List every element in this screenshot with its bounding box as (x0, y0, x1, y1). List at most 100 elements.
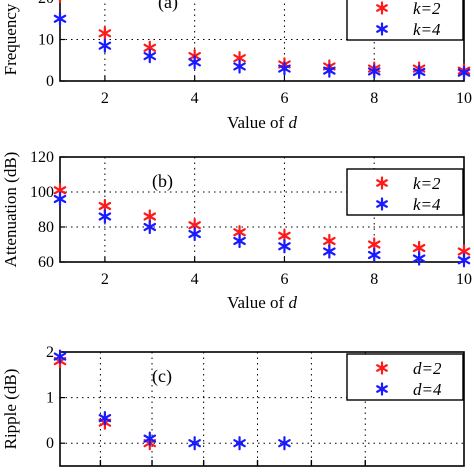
marker-stroke (233, 62, 246, 71)
marker-stroke (412, 243, 426, 253)
marker-stroke (367, 250, 381, 260)
legend: k=2k=4 (346, 0, 464, 41)
legend-box (346, 168, 464, 216)
marker-stroke (188, 58, 201, 67)
marker-stroke (188, 439, 201, 448)
data-point-blue (233, 233, 246, 249)
marker-stroke (457, 256, 471, 265)
data-point-blue (412, 64, 426, 79)
legend: d=2d=4 (346, 353, 464, 401)
marker-stroke (278, 231, 291, 240)
legend-marker (376, 176, 388, 190)
marker-stroke (233, 236, 246, 246)
marker-stroke (98, 29, 112, 38)
data-point-blue (367, 64, 381, 79)
y-tick-label: 10 (38, 32, 54, 49)
data-point-blue (53, 349, 67, 364)
data-point-blue (188, 55, 201, 70)
marker-stroke (98, 414, 112, 423)
marker-stroke (323, 236, 336, 246)
marker-stroke (412, 67, 426, 76)
y-tick-label: 1 (46, 390, 54, 407)
marker-stroke (143, 51, 157, 61)
marker-stroke (143, 212, 157, 221)
panel-label: (c) (152, 366, 172, 387)
data-point-blue (323, 244, 336, 259)
x-axis-title: Value of d (227, 113, 297, 132)
legend-marker (376, 22, 388, 36)
x-tick-label: 4 (191, 271, 199, 288)
marker-stroke (53, 352, 67, 361)
y-axis-title: Frequency (1, 3, 20, 75)
marker-stroke (53, 186, 67, 195)
y-tick-label: 120 (30, 149, 54, 166)
marker-stroke (98, 41, 112, 50)
data-points (53, 183, 471, 268)
data-point-blue (278, 436, 291, 451)
y-tick-label: 80 (38, 219, 54, 236)
marker-stroke (367, 67, 381, 76)
y-tick-label: 2 (46, 344, 54, 361)
data-point-blue (367, 247, 381, 263)
marker-stroke (367, 240, 381, 249)
data-point-red (98, 26, 112, 41)
legend-marker (376, 382, 388, 396)
data-points (53, 349, 291, 451)
data-point-blue (278, 61, 291, 76)
y-tick-label: 60 (38, 254, 54, 271)
chart-panel-2: 2 4 6 8 10 60 80 100 120 Value of d Attenuation (d… (1, 149, 472, 312)
marker-stroke (188, 221, 201, 230)
marker-stroke (278, 242, 291, 251)
y-tick-label: 20 (38, 0, 54, 7)
data-points (53, 0, 471, 80)
marker-stroke (376, 4, 388, 12)
legend-label: k=4 (413, 20, 441, 39)
y-tick-label: 0 (46, 73, 54, 90)
marker-stroke (376, 179, 388, 187)
marker-stroke (323, 66, 336, 75)
marker-stroke (143, 222, 157, 232)
marker-stroke (278, 439, 291, 448)
axis-title-text: Value of (227, 293, 288, 312)
panel-label: (b) (152, 171, 173, 192)
plot-frame (59, 351, 465, 467)
marker-stroke (233, 54, 246, 63)
data-point-blue (143, 219, 157, 235)
legend-label: k=2 (413, 0, 441, 18)
data-point-blue (98, 411, 112, 426)
data-point-blue (412, 251, 426, 266)
x-tick-label: 2 (101, 90, 109, 107)
x-axis-title: Value of d (227, 293, 297, 312)
marker-stroke (98, 201, 112, 211)
y-axis-title: Ripple (dB) (1, 369, 20, 450)
legend-label: k=4 (413, 195, 441, 214)
legend-box (346, 353, 464, 401)
legend-marker (376, 361, 388, 375)
marker-stroke (376, 200, 388, 208)
x-tick-label: 2 (101, 271, 109, 288)
marker-stroke (412, 254, 426, 263)
x-tick-label: 8 (370, 271, 378, 288)
x-tick-label: 10 (456, 90, 472, 107)
legend-box (346, 0, 464, 41)
legend-marker (376, 1, 388, 15)
x-tick-label: 4 (191, 90, 199, 107)
data-point-blue (53, 11, 67, 26)
data-point-blue (188, 436, 201, 451)
plot-frame (59, 156, 465, 263)
panel-label: (a) (158, 0, 178, 13)
legend: k=2k=4 (346, 168, 464, 216)
axis-title-variable: d (288, 113, 297, 132)
y-axis-title: Attenuation (dB) (1, 152, 20, 268)
marker-stroke (53, 14, 67, 23)
marker-stroke (376, 385, 388, 393)
x-tick-label: 10 (456, 271, 472, 288)
data-point-blue (53, 191, 67, 207)
data-point-blue (188, 226, 201, 242)
marker-stroke (323, 247, 336, 256)
marker-stroke (457, 247, 471, 256)
marker-stroke (143, 434, 157, 443)
